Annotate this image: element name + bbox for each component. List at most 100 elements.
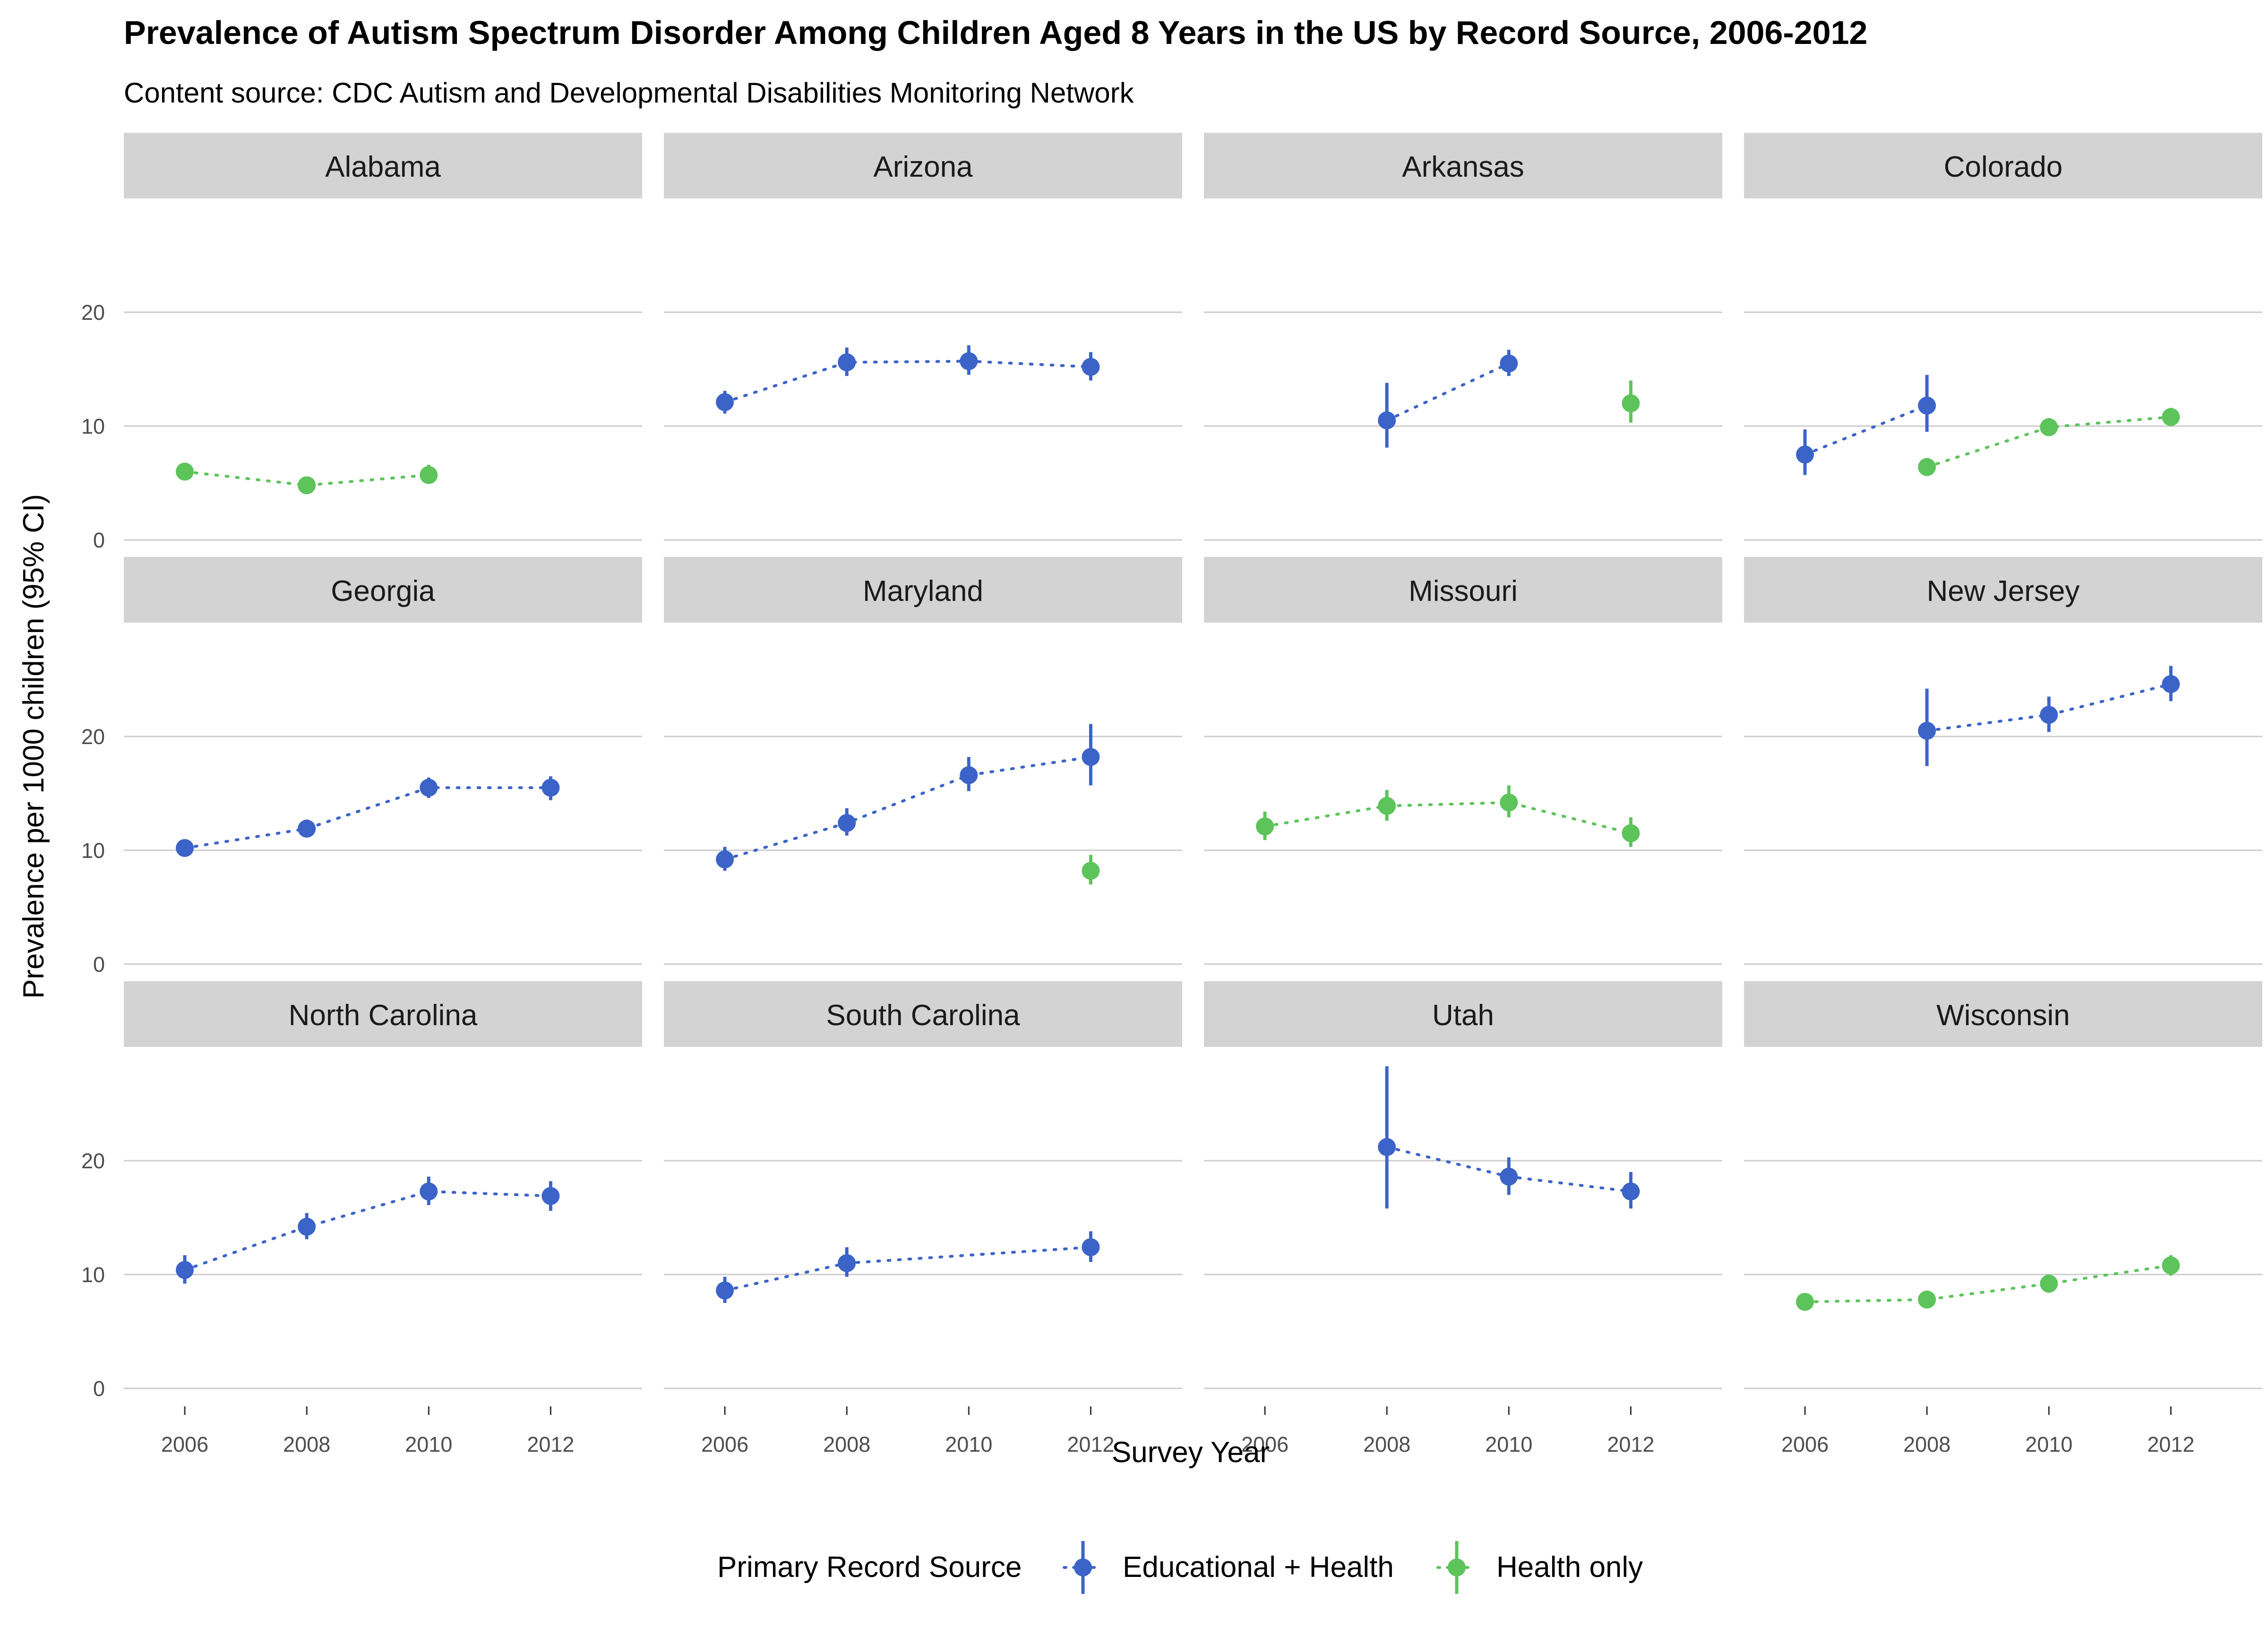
- series-educational-health: [1378, 1066, 1640, 1209]
- series-line: [183, 1190, 552, 1272]
- y-tick-label: 10: [81, 839, 105, 863]
- facet-label: Maryland: [863, 575, 983, 608]
- series-line: [1925, 683, 2173, 732]
- y-tick-label: 0: [93, 1377, 105, 1401]
- x-tick-label: 2010: [405, 1432, 452, 1456]
- series-line: [1804, 1264, 2173, 1303]
- data-point: [838, 814, 856, 832]
- facet-strip: [664, 557, 1182, 623]
- x-tick-label: 2010: [1485, 1432, 1532, 1456]
- data-point: [420, 779, 438, 797]
- legend-entries: Educational + Health Health only: [1063, 1541, 1643, 1594]
- facet-strip: [1204, 133, 1722, 198]
- series-educational-health: [1796, 375, 1936, 475]
- data-point: [1378, 796, 1396, 815]
- legend-title: Primary Record Source: [717, 1551, 1022, 1584]
- series-line: [723, 755, 1092, 861]
- series-educational-health: [1918, 666, 2180, 766]
- data-point: [960, 352, 978, 370]
- facet-strip: [124, 981, 642, 1047]
- panel-north-carolina: North Carolina 0 10 20 2006 2008 2010 2012: [81, 981, 642, 1456]
- panel-arizona: Arizona: [664, 133, 1182, 541]
- data-point: [541, 1187, 560, 1205]
- x-tick-label: 2006: [1781, 1432, 1829, 1456]
- data-point: [2162, 675, 2180, 694]
- data-point: [2040, 418, 2058, 437]
- facet-label: Arkansas: [1402, 151, 1524, 183]
- x-tick-label: 2012: [1067, 1432, 1114, 1456]
- series-line: [1804, 404, 1929, 456]
- data-point: [716, 393, 734, 411]
- series-line: [723, 360, 1092, 404]
- panel-alabama: Alabama 0 10 20: [81, 133, 642, 552]
- y-tick-label: 20: [81, 1149, 105, 1173]
- data-point: [1622, 824, 1640, 842]
- x-tick-label: 2010: [945, 1432, 992, 1456]
- data-point: [716, 1281, 734, 1300]
- facet-strip: [664, 981, 1182, 1047]
- data-point: [1082, 358, 1100, 376]
- data-point: [298, 476, 316, 495]
- facet-strip: [1204, 557, 1722, 623]
- x-tick-label: 2006: [161, 1432, 208, 1456]
- facet-strip: [664, 133, 1182, 198]
- data-point: [1918, 721, 1936, 740]
- chart-title: Prevalence of Autism Spectrum Disorder A…: [124, 14, 1867, 51]
- legend-label: Educational + Health: [1123, 1551, 1394, 1584]
- facet-label: North Carolina: [289, 999, 478, 1032]
- legend: Primary Record Source Educational + Heal…: [717, 1541, 1643, 1594]
- data-point: [1500, 354, 1518, 373]
- x-tick-label: 2008: [283, 1432, 330, 1456]
- data-point: [1796, 1293, 1814, 1311]
- series-line: [723, 1246, 1092, 1292]
- panel-missouri: Missouri: [1204, 557, 1722, 965]
- data-point: [1378, 411, 1396, 429]
- y-tick-label: 10: [81, 414, 105, 438]
- x-tick-label: 2012: [2147, 1432, 2194, 1456]
- panel-arkansas: Arkansas: [1204, 133, 1722, 541]
- chart-subtitle: Content source: CDC Autism and Developme…: [124, 77, 1134, 109]
- panel-colorado: Colorado: [1744, 133, 2262, 541]
- facet-panels: Alabama 0 10 20 Arizona Arkansas Colorado Georg…: [81, 133, 2262, 1456]
- data-point: [2040, 706, 2058, 724]
- series-line: [1925, 415, 2173, 469]
- facet-label: New Jersey: [1927, 575, 2080, 608]
- series-educational-health: [716, 1231, 1100, 1303]
- data-point: [1082, 862, 1100, 880]
- series-educational-health: [716, 345, 1100, 414]
- data-point: [1796, 445, 1814, 464]
- facet-strip: [1204, 981, 1722, 1047]
- data-point: [1500, 1167, 1518, 1186]
- data-point: [420, 466, 438, 484]
- legend-entry: Health only: [1436, 1541, 1643, 1594]
- facet-strip: [1744, 557, 2262, 623]
- data-point: [838, 353, 856, 371]
- data-point: [176, 462, 194, 481]
- data-point: [1918, 1290, 1936, 1309]
- series-educational-health: [176, 1176, 560, 1284]
- y-tick-label: 20: [81, 300, 105, 325]
- panel-maryland: Maryland: [664, 557, 1182, 965]
- data-point: [541, 779, 560, 797]
- facet-label: Missouri: [1409, 575, 1518, 608]
- panel-utah: Utah 2006 2008 2010 2012: [1204, 981, 1722, 1456]
- y-tick-label: 20: [81, 725, 105, 749]
- legend-entry: Educational + Health: [1063, 1541, 1394, 1594]
- series-educational-health: [176, 776, 560, 857]
- x-tick-label: 2008: [823, 1432, 870, 1456]
- data-point: [1622, 394, 1640, 412]
- facet-label: Utah: [1432, 999, 1494, 1032]
- data-point: [838, 1254, 856, 1272]
- data-point: [2162, 1256, 2180, 1275]
- facet-label: Alabama: [325, 151, 441, 183]
- legend-label: Health only: [1496, 1551, 1643, 1584]
- data-point: [2162, 408, 2180, 426]
- legend-key-point: [1074, 1558, 1092, 1576]
- x-tick-label: 2006: [701, 1432, 748, 1456]
- series-line: [183, 786, 552, 850]
- x-tick-label: 2008: [1363, 1432, 1410, 1456]
- series-health-only: [1796, 1255, 2180, 1311]
- x-tick-label: 2012: [527, 1432, 574, 1456]
- x-axis-title: Survey Year: [1112, 1436, 1270, 1469]
